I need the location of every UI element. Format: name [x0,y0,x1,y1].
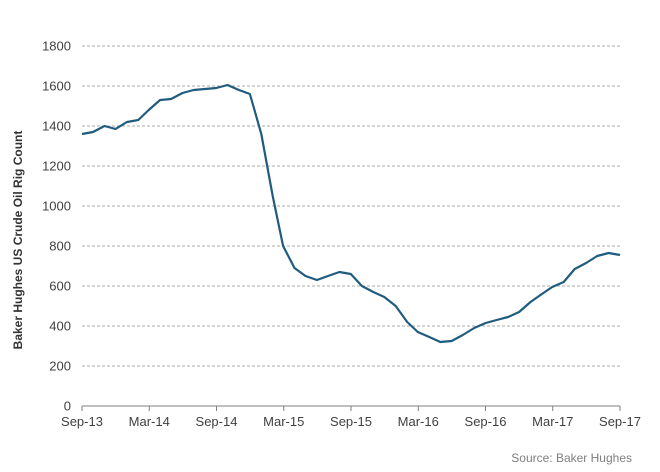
x-tick-label: Mar-16 [398,414,439,429]
y-tick-label: 800 [49,239,71,254]
x-axis-ticks [81,406,621,411]
source-note: Source: Baker Hughes [511,451,632,465]
y-tick-label: 1200 [42,159,71,174]
x-tick-label: Sep-14 [196,414,238,429]
y-tick-label: 400 [49,319,71,334]
y-axis-title: Baker Hughes US Crude Oil Rig Count [11,131,25,350]
x-tick-label: Sep-15 [330,414,372,429]
x-tick-label: Sep-13 [61,414,103,429]
y-tick-label: 0 [64,399,71,414]
y-tick-label: 1600 [42,79,71,94]
x-axis-tick-labels: Sep-13 Mar-14 Sep-14 Mar-15 Sep-15 Mar-16 Sep-… [61,414,641,429]
y-tick-label: 600 [49,279,71,294]
x-tick-label: Mar-17 [532,414,573,429]
gridlines [82,45,620,367]
y-tick-label: 1000 [42,199,71,214]
x-tick-label: Sep-16 [465,414,507,429]
y-tick-label: 200 [49,359,71,374]
x-tick-label: Mar-14 [129,414,170,429]
x-tick-label: Sep-17 [599,414,641,429]
series-line-rig-count [81,83,621,344]
y-axis-tick-labels: 0 200 400 600 800 1000 1200 1400 1600 1800 [42,39,71,414]
y-tick-label: 1800 [42,39,71,54]
y-tick-label: 1400 [42,119,71,134]
x-tick-label: Mar-15 [263,414,304,429]
